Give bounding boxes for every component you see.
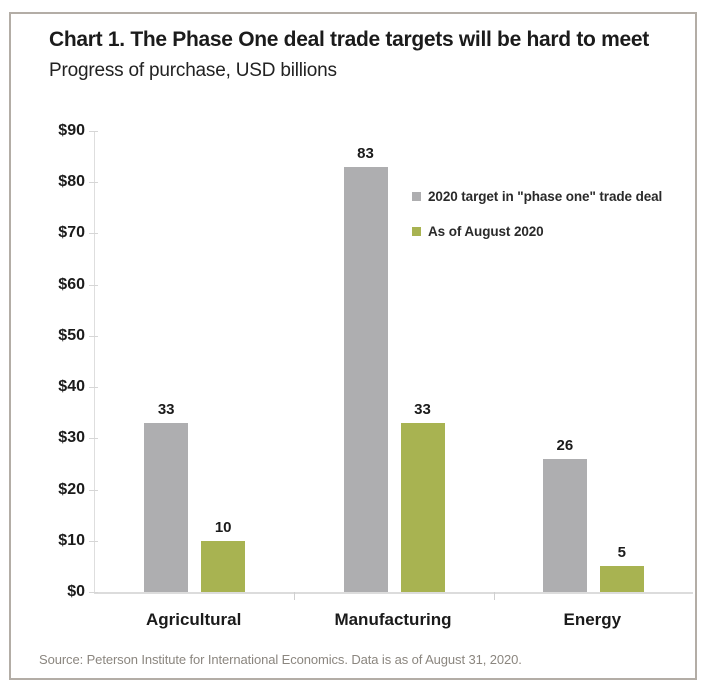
chart-subtitle: Progress of purchase, USD billions xyxy=(49,60,337,81)
legend-label: 2020 target in "phase one" trade deal xyxy=(428,189,663,204)
y-tick-mark xyxy=(89,233,98,235)
y-tick-label: $80 xyxy=(58,173,85,191)
bar-agricultural-2020-target-in-phase xyxy=(144,422,189,592)
legend-swatch-icon xyxy=(412,192,421,201)
x-label-agricultural: Agricultural xyxy=(145,610,242,629)
bar-manufacturing-2020-target-in-phase xyxy=(343,166,388,592)
bar-group-agricultural: 33 10 xyxy=(144,400,246,592)
y-tick-label: $30 xyxy=(58,429,85,447)
y-tick-mark xyxy=(89,335,98,337)
y-tick-mark xyxy=(89,284,98,286)
bar-value-label: 10 xyxy=(214,518,232,536)
chart-title: Chart 1. The Phase One deal trade target… xyxy=(49,28,649,51)
bar-agricultural-as-of-august-2020 xyxy=(201,540,246,592)
bar-value-label: 83 xyxy=(357,144,374,162)
x-label-manufacturing: Manufacturing xyxy=(334,610,452,629)
y-tick-mark xyxy=(89,489,98,491)
y-tick-mark xyxy=(89,592,98,593)
source-note: Source: Peterson Institute for Internati… xyxy=(39,652,522,667)
y-tick-label: $10 xyxy=(58,531,85,549)
legend-item-1: As of August 2020 xyxy=(412,224,662,239)
bar-col-manufacturing-series-0: 83 xyxy=(343,144,388,592)
x-axis-category-labels: Agricultural Manufacturing Energy xyxy=(94,610,692,630)
y-tick-mark xyxy=(89,438,98,440)
bar-value-label: 33 xyxy=(414,400,431,418)
bar-energy-as-of-august-2020 xyxy=(599,566,644,592)
y-tick-label: $60 xyxy=(58,275,85,293)
bar-col-energy-series-0: 26 xyxy=(542,436,587,592)
bar-col-manufacturing-series-1: 33 xyxy=(400,400,445,592)
legend-label: As of August 2020 xyxy=(428,224,544,239)
legend: 2020 target in "phase one" trade deal As … xyxy=(412,189,662,259)
bar-col-energy-series-1: 5 xyxy=(599,544,644,592)
plot-area: 33 10 83 33 26 5 2020 target in "phase one" tr… xyxy=(94,131,693,600)
legend-swatch-icon xyxy=(412,227,421,236)
bar-manufacturing-as-of-august-2020 xyxy=(400,422,445,592)
bar-group-energy: 26 5 xyxy=(542,436,644,592)
bar-group-manufacturing: 83 33 xyxy=(343,144,445,592)
bar-col-agricultural-series-1: 10 xyxy=(201,518,246,592)
bar-value-label: 5 xyxy=(617,544,626,562)
bar-energy-2020-target-in-phase xyxy=(542,458,587,592)
bar-value-label: 26 xyxy=(556,436,574,454)
y-tick-label: $50 xyxy=(58,326,85,344)
y-tick-label: $40 xyxy=(58,378,85,396)
x-label-energy: Energy xyxy=(563,610,622,629)
y-tick-mark xyxy=(89,131,98,132)
x-tick-mark xyxy=(294,592,296,600)
y-tick-label: $0 xyxy=(67,583,85,600)
y-tick-mark xyxy=(89,540,98,542)
chart-frame: Chart 1. The Phase One deal trade target… xyxy=(9,12,697,680)
x-tick-mark xyxy=(493,592,495,600)
y-tick-mark xyxy=(89,182,98,184)
legend-item-0: 2020 target in "phase one" trade deal xyxy=(412,189,662,204)
y-tick-label: $70 xyxy=(58,224,85,242)
bar-col-agricultural-series-0: 33 xyxy=(144,400,189,592)
bar-value-label: 33 xyxy=(157,400,175,418)
y-tick-label: $90 xyxy=(58,122,85,139)
y-tick-label: $20 xyxy=(58,480,85,498)
y-tick-mark xyxy=(89,387,98,389)
